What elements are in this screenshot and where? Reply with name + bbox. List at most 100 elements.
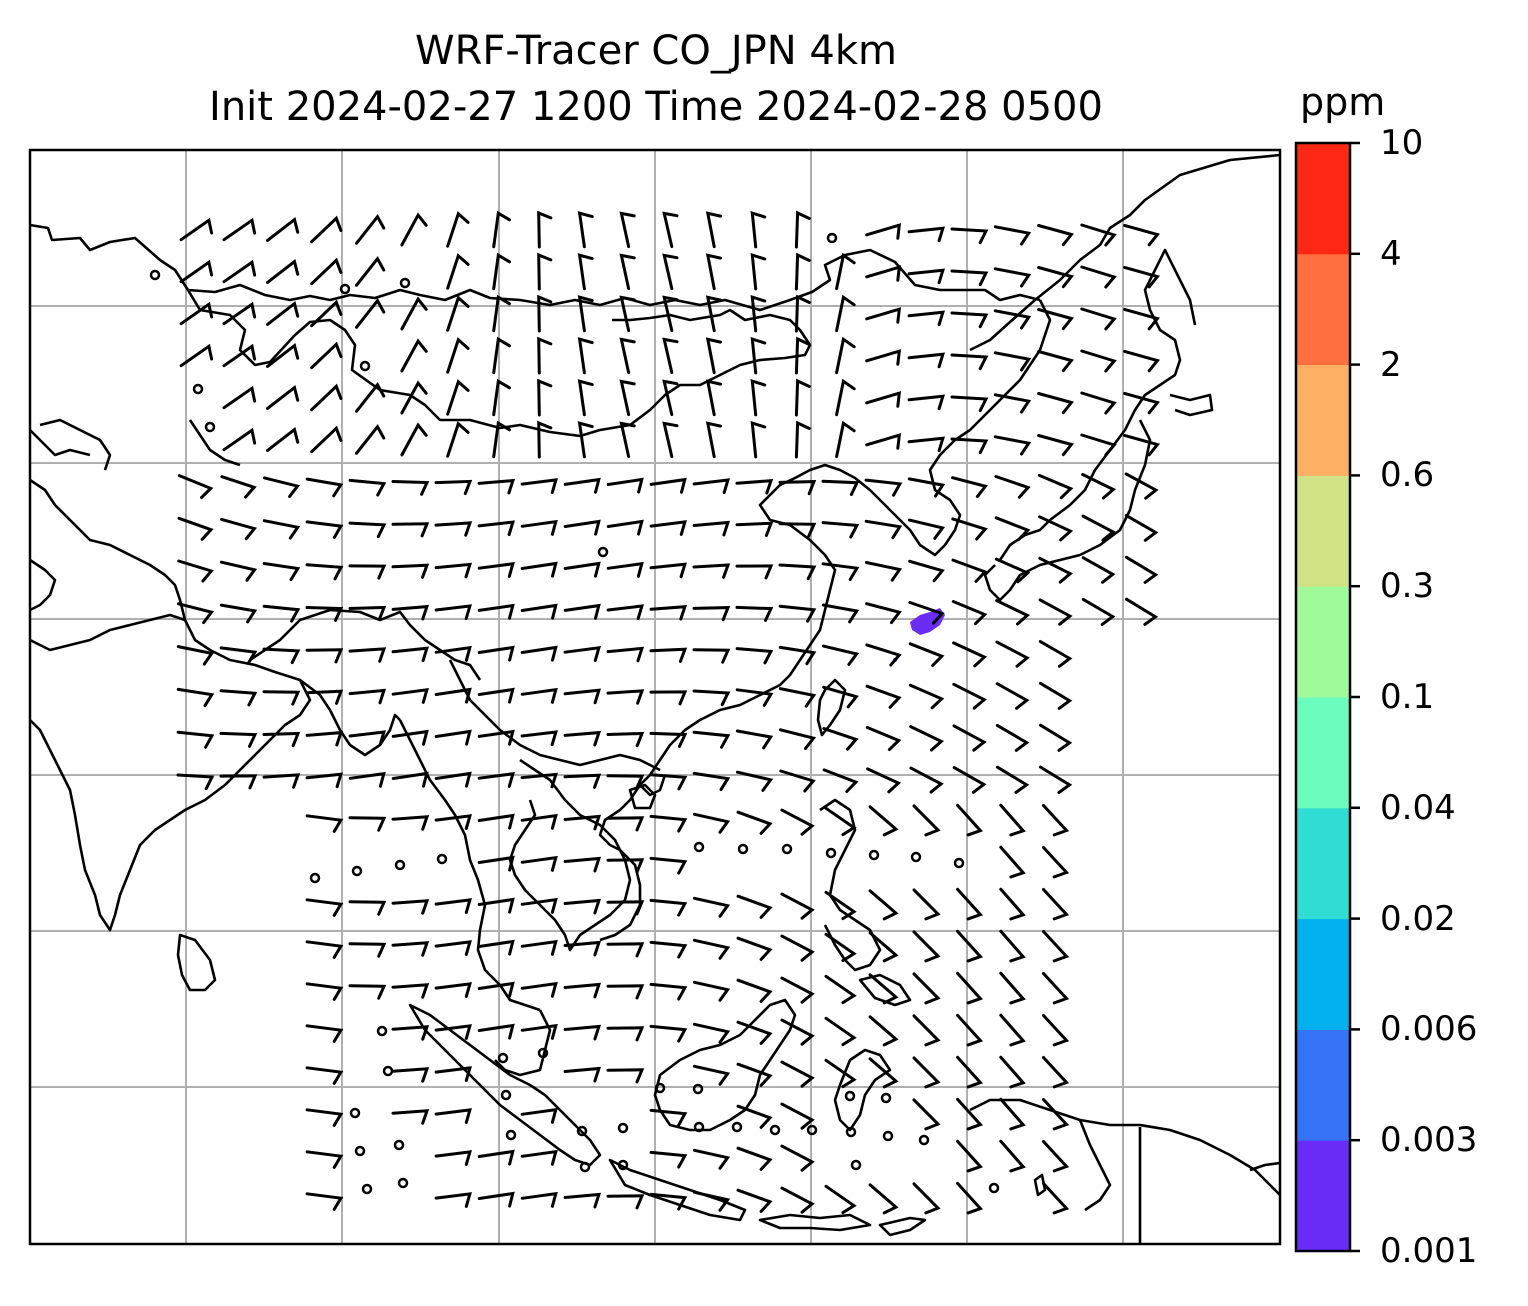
wind-barb (956, 1097, 984, 1131)
wind-barb (577, 337, 594, 375)
wind-barb (750, 336, 767, 375)
wind-barb (908, 559, 945, 583)
wind-barb (705, 379, 722, 417)
wind-barb (692, 938, 731, 960)
wind-barb (537, 252, 553, 291)
wind-barb (705, 211, 722, 249)
wind-barb (780, 934, 815, 962)
wind-barb (563, 477, 601, 494)
wind-barb (520, 813, 558, 830)
wind-barb (520, 981, 558, 998)
wind-barb (177, 516, 214, 541)
wind-barb (446, 421, 470, 458)
wind-barb (1037, 392, 1074, 415)
calm-wind-marker (351, 865, 363, 877)
wind-barb (950, 437, 989, 455)
wind-barb (563, 561, 601, 578)
colorbar-segment (1296, 253, 1350, 366)
wind-barb (649, 940, 688, 959)
calm-wind-marker (654, 1082, 666, 1094)
wind-barb (692, 812, 731, 834)
wind-barb (750, 378, 767, 417)
colorbar-unit-label: ppm (1300, 80, 1386, 124)
calm-wind-marker (731, 1121, 743, 1133)
calm-wind-marker (576, 1125, 588, 1137)
wind-barb (662, 295, 679, 333)
calm-wind-marker (192, 383, 204, 395)
wind-barb (219, 689, 258, 707)
wind-barb (1038, 515, 1074, 542)
calm-wind-marker (617, 1122, 629, 1134)
wind-barb (577, 379, 594, 417)
wind-barb (563, 519, 601, 536)
wind-barb (537, 294, 553, 333)
colorbar-tick-label: 0.02 (1380, 898, 1456, 939)
wind-barb (794, 294, 811, 333)
wind-barb (262, 731, 301, 748)
coastlines (29, 153, 1281, 1244)
wind-barb (537, 336, 553, 375)
wind-barb (619, 211, 636, 249)
wind-barb (822, 685, 859, 709)
calm-wind-marker (882, 1130, 894, 1142)
wind-barb (606, 561, 644, 578)
wind-barb (778, 480, 817, 496)
wind-barb (649, 856, 688, 875)
wind-barb (577, 295, 594, 333)
wind-barb (179, 301, 214, 326)
wind-barb (864, 561, 903, 582)
wind-barb (951, 476, 988, 499)
wind-barb (266, 385, 300, 410)
wind-barb (662, 337, 679, 375)
wind-barb (1038, 640, 1073, 668)
wind-barb (993, 393, 1032, 414)
wind-barb (563, 773, 602, 789)
wind-barb (993, 435, 1032, 456)
wind-barb (649, 982, 688, 1001)
wind-barb (477, 562, 515, 578)
wind-barb (606, 1026, 645, 1042)
wind-barb (266, 343, 300, 368)
wind-barb (865, 223, 902, 240)
wind-barb (1124, 472, 1159, 500)
wind-barb (434, 814, 472, 830)
calm-wind-marker (309, 872, 321, 884)
wind-barb (950, 227, 989, 245)
wind-barb (606, 689, 645, 705)
wind-barb (649, 1108, 688, 1127)
calm-wind-marker (918, 1134, 930, 1146)
wind-barb (780, 1144, 815, 1172)
wind-barb (868, 1183, 899, 1215)
colorbar-segment (1296, 1029, 1350, 1141)
calm-wind-marker (382, 1065, 394, 1077)
wind-barb (391, 646, 429, 663)
wind-barb (995, 599, 1030, 626)
wind-barb (391, 899, 430, 915)
colorbar-tick-label: 0.006 (1380, 1009, 1478, 1050)
wind-barb (305, 520, 344, 539)
wind-barb (434, 898, 472, 914)
wind-barb (692, 606, 731, 622)
wind-barb (868, 1057, 899, 1089)
wind-barb (563, 1066, 602, 1083)
wind-barb (606, 816, 645, 832)
wind-barb (305, 1108, 344, 1127)
calm-wind-marker (953, 857, 965, 869)
wind-barb (446, 379, 470, 416)
wind-barb (619, 337, 636, 375)
wind-barb (563, 898, 602, 915)
wind-barb (1124, 514, 1159, 542)
wind-barb (434, 729, 472, 746)
wind-barb (391, 1067, 430, 1083)
calm-wind-marker (826, 232, 838, 244)
wind-barb (222, 343, 257, 368)
wind-barb (912, 804, 941, 837)
wind-barb (908, 642, 945, 667)
wind-barb (951, 600, 988, 626)
wind-barb (692, 648, 731, 664)
wind-barb (907, 268, 945, 285)
wind-barb (400, 338, 428, 373)
wind-barb (822, 768, 859, 793)
wind-barb (995, 682, 1030, 710)
wind-barb (649, 898, 688, 917)
